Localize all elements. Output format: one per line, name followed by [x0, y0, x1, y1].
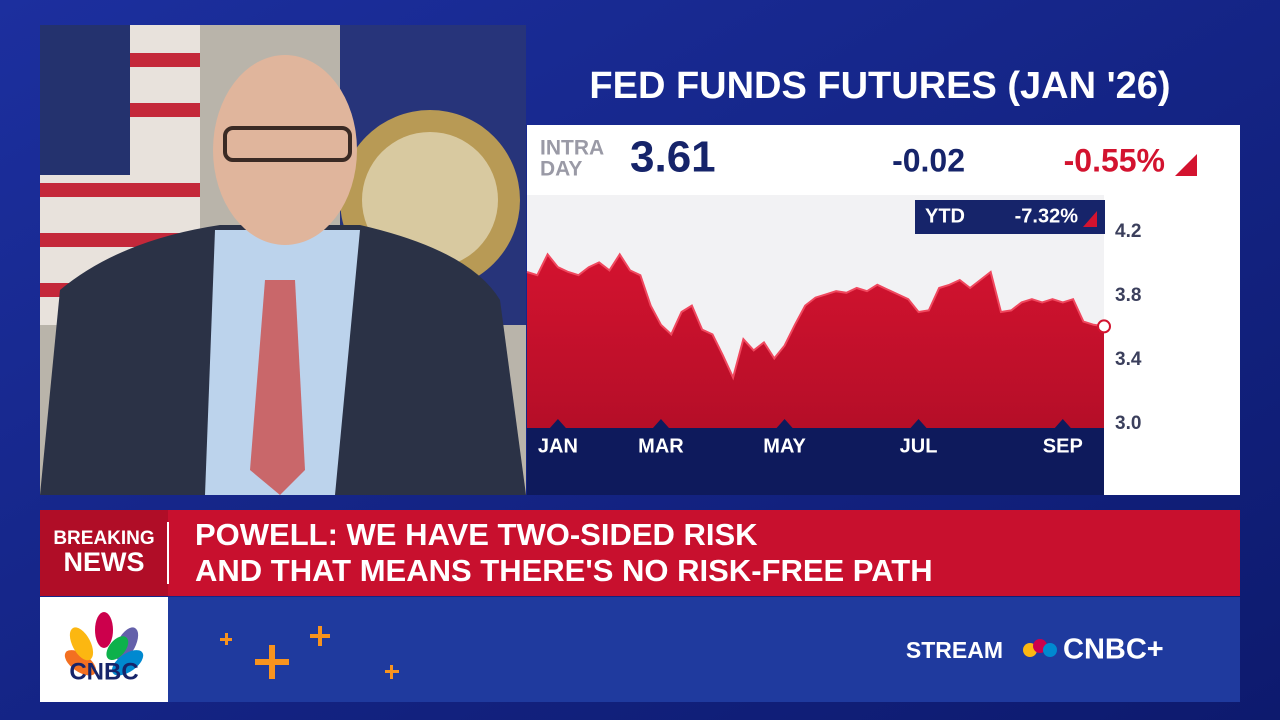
ytd-label: YTD: [925, 205, 965, 227]
headline-banner: [40, 510, 1240, 596]
y-tick-label: 3.4: [1115, 349, 1142, 370]
x-tick-label: JAN: [538, 435, 578, 457]
y-tick-label: 4.2: [1115, 221, 1141, 242]
quote-label: DAY: [540, 158, 582, 181]
line: [526, 252, 1105, 381]
quote-change-pct: -0.55%: [1064, 142, 1165, 178]
brand-text: CNBC+: [1063, 634, 1164, 666]
decor: [220, 626, 399, 679]
x-tick-notch: [1054, 419, 1071, 428]
stream-text: STREAM: [906, 637, 1003, 663]
ytd-box: [915, 200, 1105, 234]
ytd-value: -7.32%: [1015, 205, 1079, 227]
breaking-tag: [40, 510, 168, 596]
down-arrow: [1083, 211, 1097, 227]
quote-change: -0.02: [892, 142, 965, 178]
news-text: NEWS: [64, 547, 145, 577]
peacock-logo: [64, 612, 144, 676]
x-tick-notch: [776, 419, 793, 428]
x-tick-label: MAR: [638, 435, 684, 457]
x-tick-label: JUL: [900, 435, 938, 457]
down-arrow: [1175, 154, 1197, 176]
chart-title: FED FUNDS FUTURES (JAN '26): [589, 65, 1170, 107]
footer-bar: [40, 597, 1240, 702]
headline: AND THAT MEANS THERE'S NO RISK-FREE PATH: [195, 553, 933, 588]
brand-logo: [1023, 639, 1057, 657]
quote-last: 3.61: [630, 133, 716, 182]
chart: 3.0 3.4 3.8 4.2 JAN MAR MAY JUL SEP: [526, 221, 1142, 457]
area: [527, 254, 1104, 428]
x-tick-label: MAY: [763, 435, 806, 457]
y-tick-label: 3.0: [1115, 413, 1141, 434]
quote-label: INTRA: [540, 137, 604, 160]
headline: POWELL: WE HAVE TWO-SIDED RISK: [195, 517, 758, 552]
breaking-text: BREAKING: [53, 528, 154, 549]
video-feed: [40, 25, 526, 495]
x-tick-notch: [910, 419, 927, 428]
x-tick-notch: [549, 419, 566, 428]
x-tick-label: SEP: [1043, 435, 1083, 457]
y-tick-label: 3.8: [1115, 285, 1141, 306]
logo-text: CNBC: [69, 658, 138, 685]
x-axis-band: [527, 428, 1104, 495]
x-tick-notch: [652, 419, 669, 428]
last-point: [1097, 319, 1111, 334]
